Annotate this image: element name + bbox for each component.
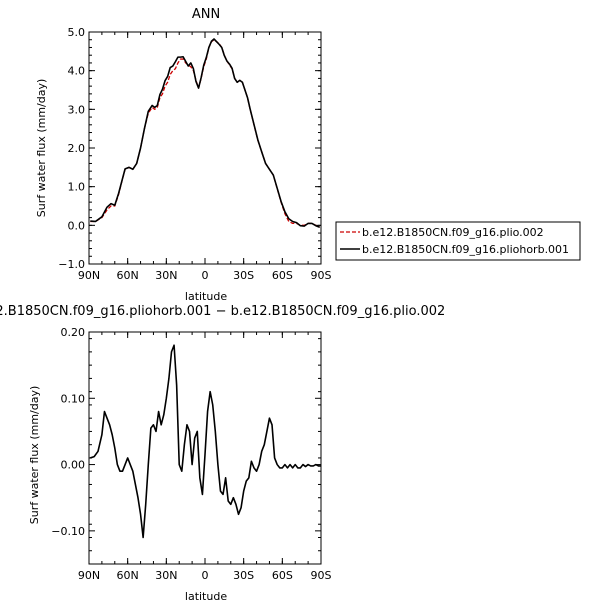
top-chart-xlabel: latitude: [185, 290, 227, 303]
y-tick-label: 1.0: [68, 181, 86, 194]
legend: b.e12.B1850CN.f09_g16.plio.002 b.e12.B18…: [335, 221, 581, 261]
y-tick-label: 3.0: [68, 103, 86, 116]
legend-label-plio: b.e12.B1850CN.f09_g16.plio.002: [362, 226, 544, 239]
x-tick-label: 90S: [311, 269, 332, 282]
y-tick-label: −0.10: [51, 525, 85, 538]
y-tick-label: 0.10: [61, 392, 86, 405]
y-tick-label: 0.20: [61, 326, 86, 339]
x-tick-label: 60S: [272, 269, 293, 282]
x-tick-label: 60S: [272, 569, 293, 582]
top-chart-ylabel: Surf water flux (mm/day): [35, 79, 48, 218]
x-tick-label: 30S: [233, 269, 254, 282]
series-line-0: [90, 344, 321, 539]
bottom-chart-title: b.e12.B1850CN.f09_g16.pliohorb.001 − b.e…: [0, 304, 445, 319]
top-plot-frame: [88, 31, 322, 265]
bottom-chart: b.e12.B1850CN.f09_g16.pliohorb.001 − b.e…: [0, 304, 445, 603]
x-tick-label: 90N: [78, 569, 100, 582]
x-tick-label: 30S: [233, 569, 254, 582]
x-tick-label: 60N: [117, 569, 139, 582]
y-tick-label: 2.0: [68, 142, 86, 155]
legend-label-pliohorb: b.e12.B1850CN.f09_g16.pliohorb.001: [362, 243, 569, 256]
x-tick-label: 0: [202, 269, 209, 282]
legend-frame: [335, 221, 581, 261]
y-tick-label: 5.0: [68, 26, 86, 39]
series-line-1: [90, 38, 321, 229]
series-line-0: [90, 39, 321, 228]
bottom-plot-frame: [88, 331, 322, 565]
x-tick-label: 30N: [155, 269, 177, 282]
x-tick-label: 30N: [155, 569, 177, 582]
y-tick-label: 0.00: [61, 459, 86, 472]
y-tick-label: 4.0: [68, 65, 86, 78]
bottom-chart-xlabel: latitude: [185, 590, 227, 603]
top-chart: ANN Surf water flux (mm/day) 90N 60N 30N 0 3…: [35, 7, 581, 303]
x-tick-label: 90S: [311, 569, 332, 582]
top-chart-title: ANN: [192, 7, 220, 22]
y-tick-label: 0.0: [68, 219, 86, 232]
x-tick-label: 0: [202, 569, 209, 582]
bottom-chart-ylabel: Surf water flux (mm/day): [28, 386, 41, 525]
x-tick-label: 60N: [117, 269, 139, 282]
x-tick-label: 90N: [78, 269, 100, 282]
y-tick-label: −1.0: [58, 258, 85, 271]
